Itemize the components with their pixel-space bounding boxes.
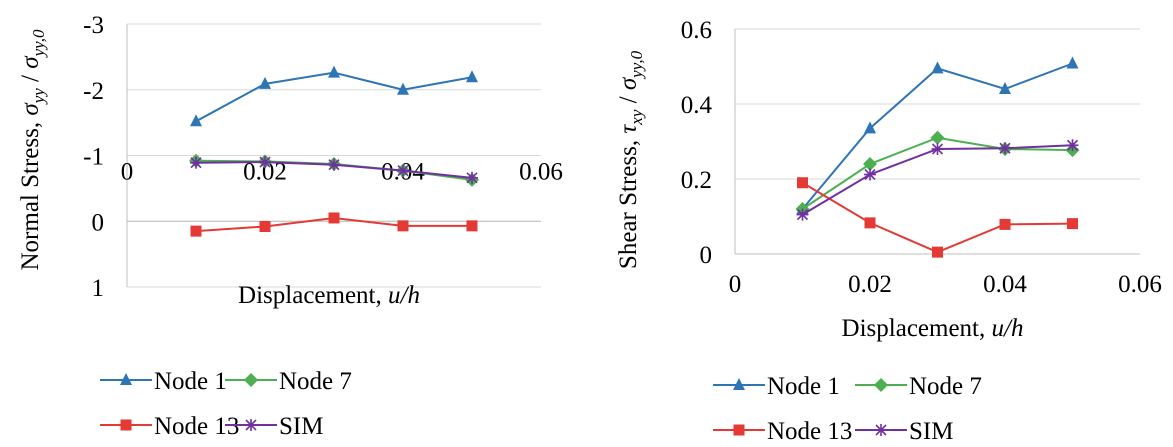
data-point-node-13 — [864, 217, 876, 229]
legend-label: Node 13 — [767, 418, 852, 442]
data-point-node-1 — [1066, 56, 1079, 69]
series-line-sim — [801, 144, 1073, 216]
legend: Node 1 Node 7 Node 13 SIM — [100, 368, 352, 440]
legend-label: Node 7 — [909, 373, 982, 400]
legend-item-node-7: Node 7 — [225, 368, 352, 395]
legend-marker — [733, 424, 745, 436]
legend-marker — [120, 419, 132, 431]
legend-marker — [244, 373, 258, 387]
data-point-node-13 — [397, 220, 409, 232]
legend-label: SIM — [279, 413, 323, 440]
series-node-13 — [797, 177, 1078, 258]
x-tick-label: 0.04 — [983, 271, 1027, 298]
data-point-node-1 — [259, 76, 271, 89]
y-tick-label: -1 — [83, 144, 104, 171]
x-tick-label: 0 — [121, 158, 134, 185]
data-point-sim — [931, 143, 944, 155]
legend-item-node-7: Node 7 — [855, 373, 982, 400]
x-tick-label: 0.06 — [519, 158, 563, 185]
legend-label: SIM — [909, 418, 953, 442]
legend-item-node-13: Node 13 — [713, 418, 852, 445]
series-sim — [190, 156, 478, 184]
data-point-sim — [259, 156, 271, 169]
x-tick-label: 0 — [729, 271, 742, 298]
data-point-sim — [796, 208, 809, 221]
legend-marker — [875, 424, 887, 436]
data-point-sim — [466, 171, 478, 184]
legend-label: Node 1 — [154, 368, 227, 395]
data-point-node-1 — [864, 121, 876, 134]
data-point-sim — [864, 168, 876, 181]
x-tick-label: 0.06 — [1118, 271, 1162, 298]
data-point-node-7 — [930, 130, 945, 145]
y-tick-label: -3 — [83, 12, 104, 39]
data-point-node-13 — [932, 246, 943, 258]
y-axis-title: Shear Stress, τxy / σyy,0 — [615, 50, 646, 269]
x-axis-title: Displacement, u/h — [238, 282, 420, 309]
data-point-node-13 — [259, 221, 271, 233]
y-tick-label: 0.2 — [681, 167, 712, 194]
data-point-sim — [397, 164, 409, 177]
x-axis-title: Displacement, u/h — [842, 315, 1024, 342]
data-point-node-1 — [397, 82, 409, 95]
data-point-node-7 — [863, 157, 877, 171]
y-tick-label: 0 — [700, 242, 713, 269]
series-line-node-1 — [195, 71, 473, 123]
y-tick-label: -2 — [83, 78, 104, 105]
data-point-sim — [999, 142, 1011, 155]
legend-item-sim: SIM — [855, 418, 953, 445]
legend-marker — [245, 419, 257, 431]
data-point-node-13 — [797, 177, 808, 189]
legend-item-node-1: Node 1 — [713, 373, 840, 400]
legend-label: Node 13 — [154, 413, 239, 440]
data-point-node-13 — [999, 218, 1011, 230]
data-point-node-13 — [190, 225, 202, 237]
y-axis-title: Normal Stress, σyy / σyy,0 — [17, 29, 48, 270]
y-tick-label: 0 — [92, 209, 105, 236]
series-line-node-13 — [801, 181, 1073, 254]
data-point-node-1 — [999, 82, 1011, 94]
legend-item-node-1: Node 1 — [100, 368, 227, 395]
series-node-1 — [190, 65, 478, 127]
legend-label: Node 7 — [279, 368, 352, 395]
data-point-node-1 — [190, 114, 202, 127]
series-node-13 — [190, 212, 478, 237]
y-tick-label: 0.4 — [681, 92, 713, 119]
series-sim — [796, 139, 1079, 221]
shear-stress-chart: 0 0.2 0.4 0.6 0 0.02 0.04 0.06 Displacement, u/h… — [615, 17, 1162, 445]
legend-item-sim: SIM — [225, 413, 323, 440]
legend-marker — [874, 378, 888, 392]
data-point-node-1 — [328, 65, 340, 78]
legend-item-node-13: Node 13 — [100, 413, 239, 440]
legend-marker — [120, 373, 132, 385]
data-point-sim — [190, 156, 202, 169]
legend-label: Node 1 — [767, 373, 840, 400]
data-point-node-13 — [1067, 218, 1078, 230]
data-point-sim — [328, 158, 340, 171]
data-point-node-1 — [466, 70, 478, 83]
y-tick-label: 1 — [92, 275, 105, 302]
data-point-node-1 — [931, 61, 944, 74]
legend-marker — [733, 378, 745, 390]
data-point-node-13 — [466, 220, 478, 232]
x-tick-label: 0.02 — [848, 271, 892, 298]
y-tick-label: 0.6 — [681, 17, 712, 44]
legend: Node 1 Node 7 Node 13 SIM — [713, 373, 982, 445]
data-point-node-13 — [328, 212, 340, 224]
data-point-sim — [1066, 139, 1079, 152]
